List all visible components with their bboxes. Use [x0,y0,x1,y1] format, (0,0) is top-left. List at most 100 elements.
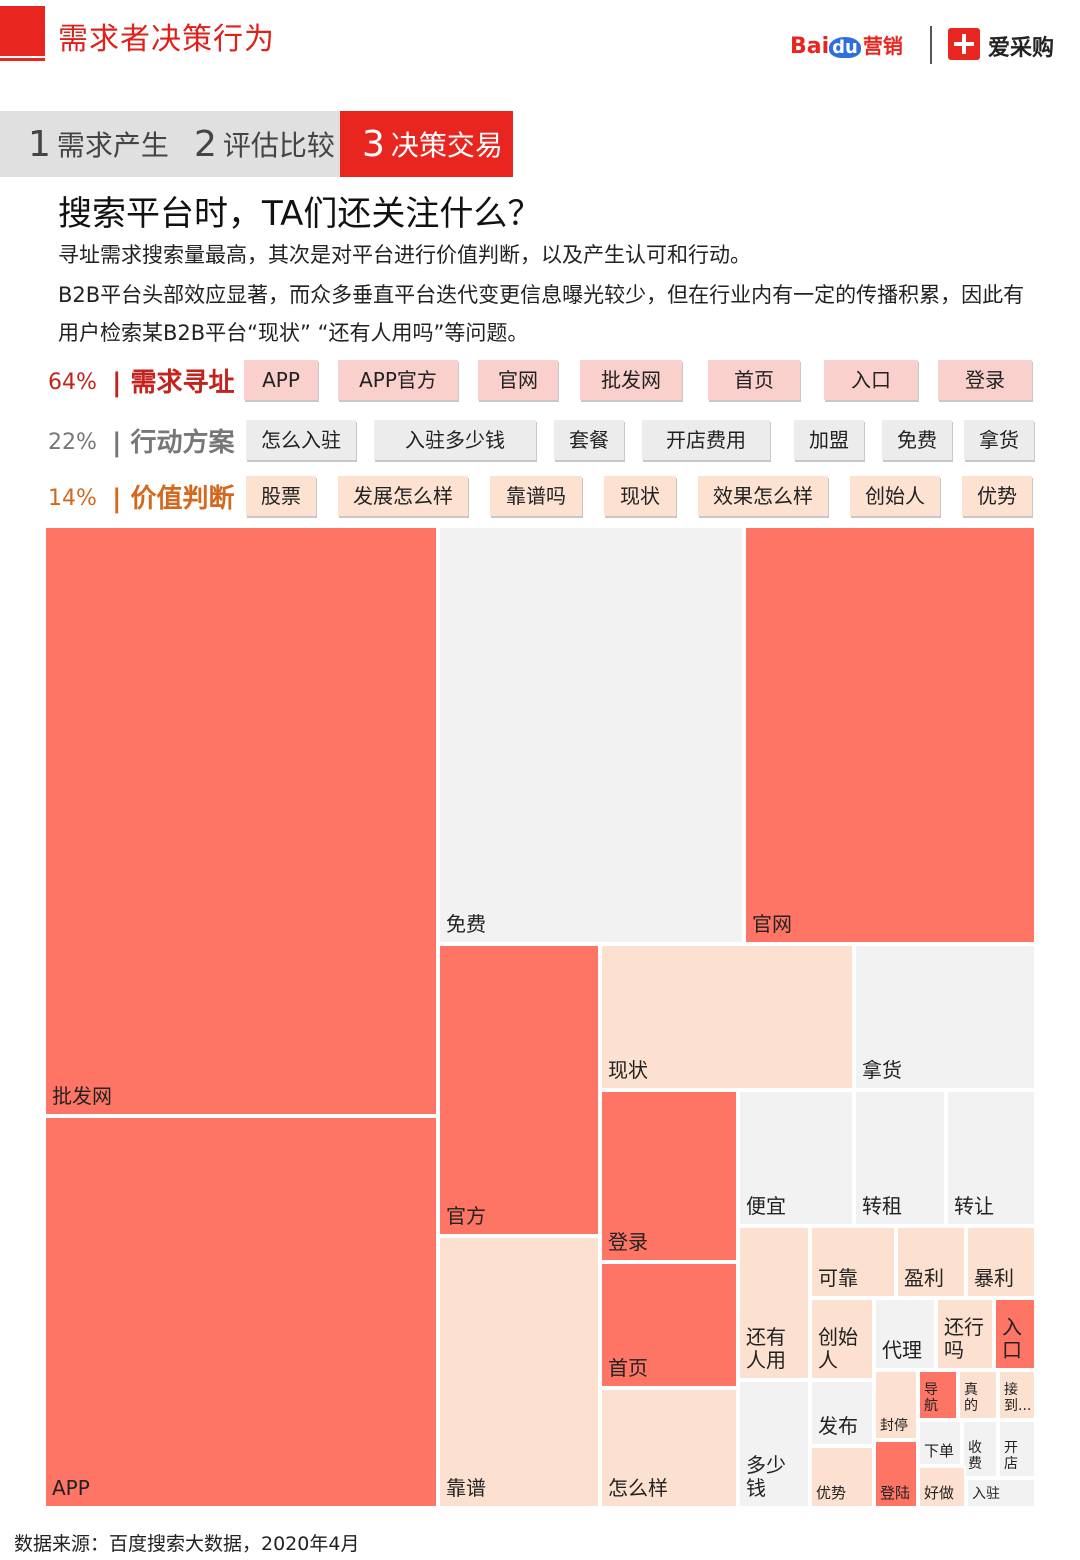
keyword-tag: 现状 [604,476,676,516]
treemap-cell-label: APP [52,1476,90,1500]
headline: 搜索平台时，TA们还关注什么？ [58,194,542,234]
treemap-cell: 登录 [600,1090,738,1262]
treemap-cell: 转让 [946,1090,1036,1226]
treemap-cell: 导 航 [918,1370,958,1420]
treemap-cell-label: 官网 [752,912,792,936]
treemap-cell: 入 口 [994,1298,1036,1370]
treemap-cell: 登陆 [874,1440,918,1508]
treemap-cell: 可靠 [810,1226,896,1298]
category-name: | 价值判断 [112,484,235,514]
keyword-tag: 登录 [938,360,1032,400]
treemap-cell: 靠谱 [438,1236,600,1508]
paragraph-1: 寻址需求搜索量最高，其次是对平台进行价值判断，以及产生认可和行动。 [58,243,751,267]
keyword-tag: APP官方 [338,360,458,400]
step-2: 2 评估比较 [172,111,340,177]
paragraph-2: B2B平台头部效应显著，而众多垂直平台迭代变更信息曝光较少，但在行业内有一定的传… [58,283,1025,345]
keyword-tag: 套餐 [554,420,624,460]
treemap-cell-label: 好做 [924,1483,955,1502]
keyword-tag: 免费 [882,420,952,460]
treemap-cell: 封停 [874,1370,918,1440]
baidu-logo-text: Bai [790,34,830,59]
treemap-cell: 优势 [810,1446,874,1508]
category-percent: 22% [48,430,97,455]
treemap-cell-label: 发布 [818,1414,858,1438]
treemap-cell-label: 真 的 [964,1381,978,1414]
treemap-cell-label: 可靠 [818,1266,858,1290]
treemap-cell-label: 登陆 [880,1483,911,1502]
data-source: 数据来源：百度搜索大数据，2020年4月 [14,1533,360,1555]
treemap-cell-label: 暴利 [974,1266,1014,1290]
aicaigou-icon [948,28,980,60]
keyword-tag: APP [244,360,318,400]
step-1-number: 1 [28,123,51,165]
treemap-cell-label: 导 航 [924,1381,938,1414]
treemap-cell: 下单 [918,1420,962,1466]
keyword-tag: 入口 [824,360,918,400]
category-row-addressing: 64% | 需求寻址 APP APP官方 官网 批发网 首页 入口 登录 [0,360,1080,404]
treemap-cell: 免费 [438,526,744,944]
treemap-cell-label: 封停 [880,1417,908,1434]
treemap-cell: 好做 [918,1466,966,1508]
step-1-label: 需求产生 [56,129,169,162]
treemap-cell: APP [44,1116,438,1508]
treemap-cell-label: 首页 [608,1356,648,1380]
category-name: | 行动方案 [112,428,235,458]
yingxiao-text: 营销 [862,34,903,58]
category-row-action: 22% | 行动方案 怎么入驻 入驻多少钱 套餐 开店费用 加盟 免费 拿货 [0,420,1080,464]
logo-divider [930,26,932,64]
treemap-cell-label: 便宜 [746,1194,786,1218]
treemap-cell: 代理 [874,1298,936,1370]
treemap-cell-label: 还有 人用 [746,1325,786,1372]
treemap-cell: 真 的 [958,1370,998,1420]
treemap-cell-label: 怎么样 [608,1476,668,1500]
treemap-cell: 批发网 [44,526,438,1116]
treemap-cell: 便宜 [738,1090,854,1226]
treemap-cell: 还行 吗 [936,1298,994,1370]
keyword-tag: 效果怎么样 [698,476,828,516]
treemap-cell: 官方 [438,944,600,1236]
treemap-cell: 现状 [600,944,854,1090]
treemap-cell: 转租 [854,1090,946,1226]
header-accent-bar [0,6,45,56]
baidu-paw-icon: du [829,37,861,58]
category-name: | 需求寻址 [112,368,235,398]
category-percent: 64% [48,370,97,395]
treemap-cell: 盈利 [896,1226,966,1298]
header-accent-line [0,58,45,61]
keyword-tag: 优势 [962,476,1032,516]
treemap-cell-label: 转让 [954,1194,994,1218]
treemap-cell-label: 优势 [816,1483,847,1502]
keyword-tag: 拿货 [964,420,1034,460]
treemap-cell: 官网 [744,526,1036,944]
treemap-cell-label: 接 到... [1004,1381,1032,1414]
brand-logos: Bai du 营销 爱采购 [790,22,1065,68]
step-3-active: 3 决策交易 [340,111,513,177]
treemap-cell: 入驻 [966,1478,1036,1508]
treemap-cell: 首页 [600,1262,738,1388]
keyword-tag: 创始人 [850,476,940,516]
keyword-tag: 入驻多少钱 [374,420,536,460]
treemap-cell-label: 靠谱 [446,1476,486,1500]
treemap-cell-label: 创始 人 [818,1325,858,1372]
treemap-cell: 发布 [810,1380,874,1446]
treemap-cell: 怎么样 [600,1388,738,1508]
treemap-cell: 拿货 [854,944,1036,1090]
keyword-tag: 靠谱吗 [490,476,582,516]
step-2-number: 2 [194,123,217,165]
category-percent: 14% [48,486,97,511]
treemap-cell-label: 现状 [608,1058,648,1082]
treemap-cell-label: 代理 [882,1338,922,1362]
treemap-cell-label: 收 费 [968,1439,982,1472]
treemap-cell-label: 免费 [446,912,486,936]
treemap-cell-label: 登录 [608,1230,648,1254]
treemap-cell-label: 入驻 [972,1485,1000,1502]
step-2-label: 评估比较 [222,129,335,162]
keyword-tag: 怎么入驻 [246,420,356,460]
treemap-cell-label: 入 口 [1002,1315,1022,1362]
step-1: 1 需求产生 [0,111,172,177]
step-3-number: 3 [362,123,385,165]
keyword-tag: 开店费用 [642,420,770,460]
page-title: 需求者决策行为 [58,22,275,57]
treemap-cell: 多少 钱 [738,1380,810,1508]
aicaigou-logo-text: 爱采购 [988,36,1055,61]
